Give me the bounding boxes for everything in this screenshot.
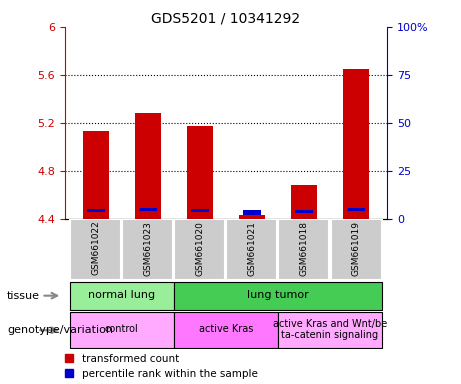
Text: GSM661020: GSM661020 xyxy=(195,221,204,276)
Text: GDS5201 / 10341292: GDS5201 / 10341292 xyxy=(151,12,301,25)
Bar xyxy=(295,210,313,214)
Text: active Kras: active Kras xyxy=(199,324,253,334)
Bar xyxy=(174,219,225,280)
Bar xyxy=(343,69,369,219)
Bar xyxy=(122,219,173,280)
Bar xyxy=(291,185,317,219)
Text: GSM661018: GSM661018 xyxy=(300,221,308,276)
Text: lung tumor: lung tumor xyxy=(247,290,309,300)
Text: genotype/variation: genotype/variation xyxy=(7,325,113,335)
Bar xyxy=(174,282,382,310)
Bar xyxy=(243,210,261,215)
Text: control: control xyxy=(105,324,139,334)
Text: normal lung: normal lung xyxy=(88,290,155,300)
Bar xyxy=(83,131,109,219)
Bar xyxy=(187,126,213,219)
Bar xyxy=(331,219,382,280)
Bar xyxy=(226,219,278,280)
Bar xyxy=(135,113,161,219)
Bar xyxy=(278,219,330,280)
Text: tissue: tissue xyxy=(7,291,40,301)
Bar xyxy=(278,312,382,348)
Text: GSM661022: GSM661022 xyxy=(91,221,100,275)
Text: active Kras and Wnt/be
ta-catenin signaling: active Kras and Wnt/be ta-catenin signal… xyxy=(273,319,387,340)
Legend: transformed count, percentile rank within the sample: transformed count, percentile rank withi… xyxy=(65,354,258,379)
Bar xyxy=(70,219,121,280)
Text: GSM661021: GSM661021 xyxy=(248,221,256,276)
Bar xyxy=(139,208,157,211)
Bar xyxy=(87,209,105,212)
Bar xyxy=(70,312,174,348)
Text: GSM661019: GSM661019 xyxy=(351,221,361,276)
Bar xyxy=(239,215,265,219)
Bar xyxy=(347,208,365,211)
Bar xyxy=(70,282,174,310)
Text: GSM661023: GSM661023 xyxy=(143,221,152,276)
Bar xyxy=(191,209,209,212)
Bar xyxy=(174,312,278,348)
